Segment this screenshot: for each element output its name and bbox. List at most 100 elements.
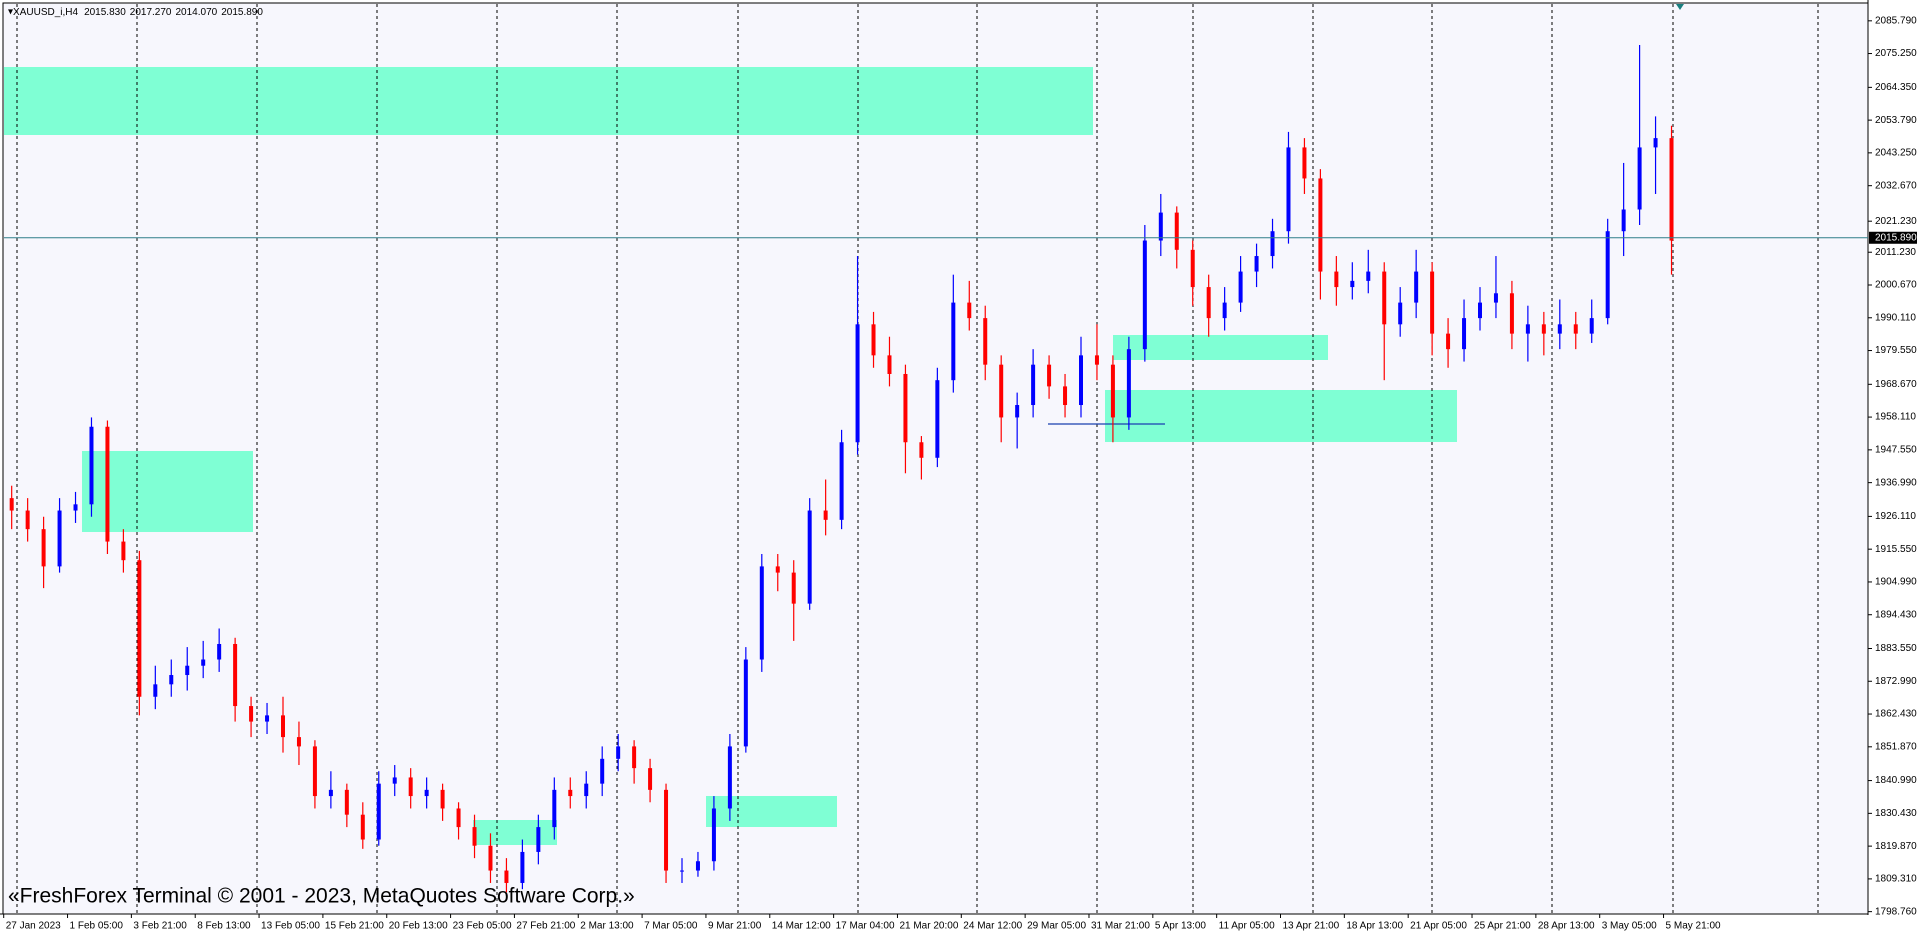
candle-body: [265, 715, 270, 722]
candle-body: [472, 827, 477, 846]
y-tick-label: 1915.550: [1875, 544, 1917, 555]
candle-body: [456, 808, 461, 828]
candle-body: [281, 715, 285, 738]
candle-body: [1254, 256, 1259, 272]
candle-body: [312, 746, 317, 797]
candle-body: [919, 442, 924, 458]
candle-body: [520, 851, 525, 883]
candle-body: [983, 318, 988, 365]
x-tick-label: 5 Apr 13:00: [1155, 921, 1207, 932]
candle-body: [711, 808, 716, 862]
x-tick-label: 31 Mar 21:00: [1091, 921, 1150, 932]
symbol: XAUUSD_i,H4: [13, 7, 78, 18]
candle-body: [632, 746, 637, 769]
zone: [706, 796, 837, 827]
candle-body: [759, 566, 764, 660]
candle-body: [121, 541, 126, 561]
last-price-box: [1869, 231, 1917, 244]
zone: [1113, 335, 1328, 360]
candle-body: [1158, 212, 1163, 241]
y-tick-label: 1798.760: [1875, 906, 1917, 917]
ohlc-high: 2017.270: [130, 7, 172, 18]
candle-body: [1366, 271, 1371, 281]
y-tick-label: 1809.310: [1875, 874, 1917, 885]
candle-body: [440, 789, 445, 809]
candle-body: [823, 510, 828, 520]
y-tick-label: 1958.110: [1875, 412, 1916, 423]
candle-body: [1462, 318, 1467, 350]
x-tick-label: 8 Feb 13:00: [197, 921, 251, 932]
candle-body: [1302, 147, 1307, 179]
ohlc-open: 2015.830: [84, 7, 126, 18]
x-tick-label: 1 Feb 05:00: [70, 921, 124, 932]
candle-body: [217, 643, 222, 660]
x-tick-label: 3 Feb 21:00: [133, 921, 187, 932]
candle-body: [1047, 364, 1052, 387]
candle-body: [1206, 287, 1211, 319]
candle-body: [25, 510, 30, 530]
candle-body: [41, 529, 46, 567]
candle-body: [695, 861, 700, 871]
candle-body: [153, 684, 158, 697]
candle-body: [1430, 271, 1435, 334]
x-tick-label: 13 Feb 05:00: [261, 921, 320, 932]
candle-body: [1238, 271, 1243, 303]
candle-body: [999, 364, 1004, 418]
candle-body: [1398, 302, 1403, 325]
x-tick-label: 15 Feb 21:00: [325, 921, 384, 932]
x-tick-label: 27 Jan 2023: [6, 921, 61, 932]
candle-body: [424, 789, 429, 797]
x-tick-label: 29 Mar 05:00: [1027, 921, 1086, 932]
y-tick-label: 2053.790: [1875, 115, 1917, 126]
candle-body: [169, 675, 174, 685]
y-tick-label: 2011.230: [1875, 247, 1916, 258]
candle-body: [185, 665, 190, 676]
candle-body: [488, 845, 493, 871]
candle-body: [935, 380, 940, 458]
y-tick-label: 1979.550: [1875, 345, 1917, 356]
candle-body: [967, 302, 972, 319]
candle-body: [584, 783, 589, 797]
candle-body: [296, 737, 301, 747]
candles: [9, 45, 1674, 893]
y-tick-label: 1872.990: [1875, 676, 1917, 687]
candle-body: [680, 870, 684, 872]
candle-body: [392, 777, 397, 784]
y-tick-label: 1819.870: [1875, 841, 1917, 852]
x-tick-label: 17 Mar 04:00: [836, 921, 895, 932]
ohlc-low: 2014.070: [176, 7, 218, 18]
candle-body: [871, 324, 876, 356]
x-tick-label: 18 Apr 13:00: [1346, 921, 1403, 932]
candle-body: [504, 870, 509, 883]
y-tick-label: 2032.670: [1875, 180, 1917, 191]
candle-body: [1493, 293, 1498, 303]
candle-body: [9, 498, 14, 511]
zone: [473, 820, 557, 845]
x-tick-label: 13 Apr 21:00: [1283, 921, 1340, 932]
x-tick-label: 11 Apr 05:00: [1219, 921, 1275, 932]
candle-body: [1079, 355, 1083, 406]
candle-body: [1414, 271, 1419, 303]
candle-body: [233, 643, 238, 707]
candle-body: [376, 783, 381, 840]
candle-body: [648, 768, 653, 790]
candle-body: [1031, 364, 1036, 406]
y-tick-label: 1936.990: [1875, 477, 1917, 488]
candle-body: [855, 324, 860, 443]
ohlc-close: 2015.890: [221, 7, 263, 18]
candle-body: [249, 706, 254, 722]
candle-body: [137, 560, 142, 697]
candle-body: [1174, 212, 1179, 250]
candle-body: [568, 789, 573, 797]
candle-body: [903, 373, 908, 443]
y-tick-label: 1830.430: [1875, 808, 1917, 819]
candle-body: [1222, 302, 1227, 319]
candle-body: [57, 510, 62, 567]
candle-body: [1446, 333, 1451, 350]
x-tick-label: 14 Mar 12:00: [772, 921, 831, 932]
candle-body: [1063, 386, 1068, 406]
x-tick-label: 27 Feb 21:00: [516, 921, 575, 932]
y-tick-label: 2064.350: [1875, 82, 1917, 93]
chart-header: ▾XAUUSD_i,H4 2015.830 2017.270 2014.070 2015…: [8, 7, 263, 18]
candle-body: [887, 355, 892, 374]
